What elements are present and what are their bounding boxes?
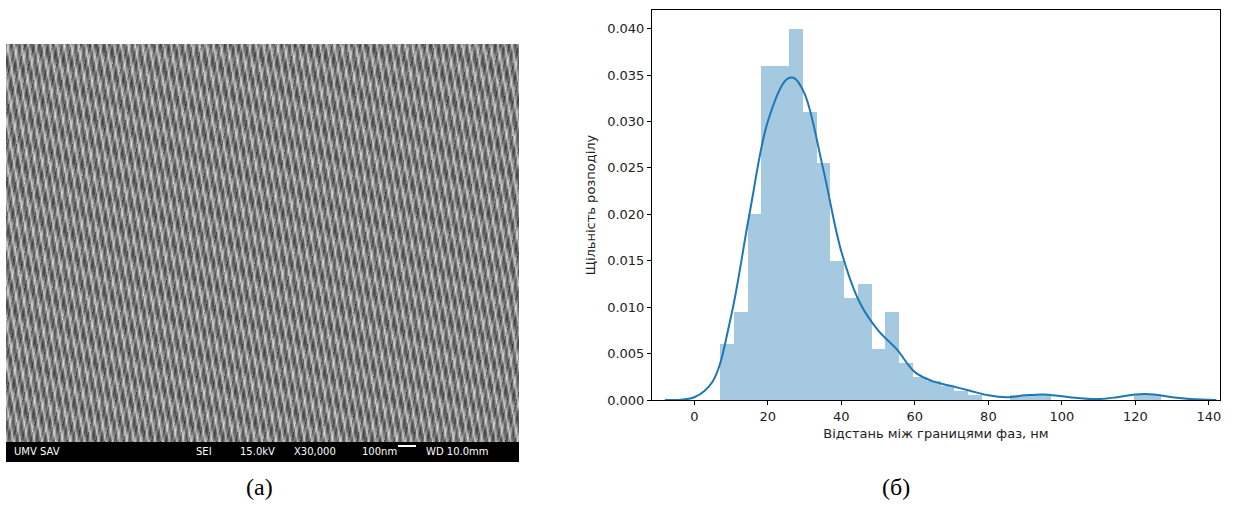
html-text:SEI: SEI bbox=[196, 446, 212, 457]
svg-text:0.010: 0.010 bbox=[607, 300, 644, 315]
html-text:100nm: 100nm bbox=[362, 446, 398, 457]
svg-text:0.035: 0.035 bbox=[607, 68, 644, 83]
svg-text:0.015: 0.015 bbox=[607, 253, 644, 268]
svg-text:140: 140 bbox=[1197, 409, 1222, 424]
svg-text:40: 40 bbox=[833, 409, 850, 424]
svg-text:Щільність розподілу: Щільність розподілу bbox=[583, 134, 598, 275]
html-text:15.0kV: 15.0kV bbox=[240, 446, 275, 457]
svg-text:0.040: 0.040 bbox=[607, 21, 644, 36]
svg-text:80: 80 bbox=[980, 409, 997, 424]
svg-text:0.000: 0.000 bbox=[607, 393, 644, 408]
html-text:X30,000: X30,000 bbox=[294, 446, 336, 457]
svg-text:60: 60 bbox=[907, 409, 924, 424]
svg-text:120: 120 bbox=[1123, 409, 1148, 424]
html-text:WD 10.0mm: WD 10.0mm bbox=[426, 446, 489, 457]
svg-text:0.030: 0.030 bbox=[607, 114, 644, 129]
svg-text:0.025: 0.025 bbox=[607, 160, 644, 175]
svg-text:Відстань між границями фаз, нм: Відстань між границями фаз, нм bbox=[823, 426, 1048, 441]
svg-text:100: 100 bbox=[1050, 409, 1075, 424]
svg-text:0.020: 0.020 bbox=[607, 207, 644, 222]
html-text:(а): (а) bbox=[246, 474, 273, 500]
svg-text:0: 0 bbox=[690, 409, 698, 424]
svg-text:20: 20 bbox=[760, 409, 777, 424]
html-text:(б): (б) bbox=[882, 474, 911, 500]
html-text:UMV SAV: UMV SAV bbox=[14, 446, 60, 457]
svg-text:0.005: 0.005 bbox=[607, 346, 644, 361]
